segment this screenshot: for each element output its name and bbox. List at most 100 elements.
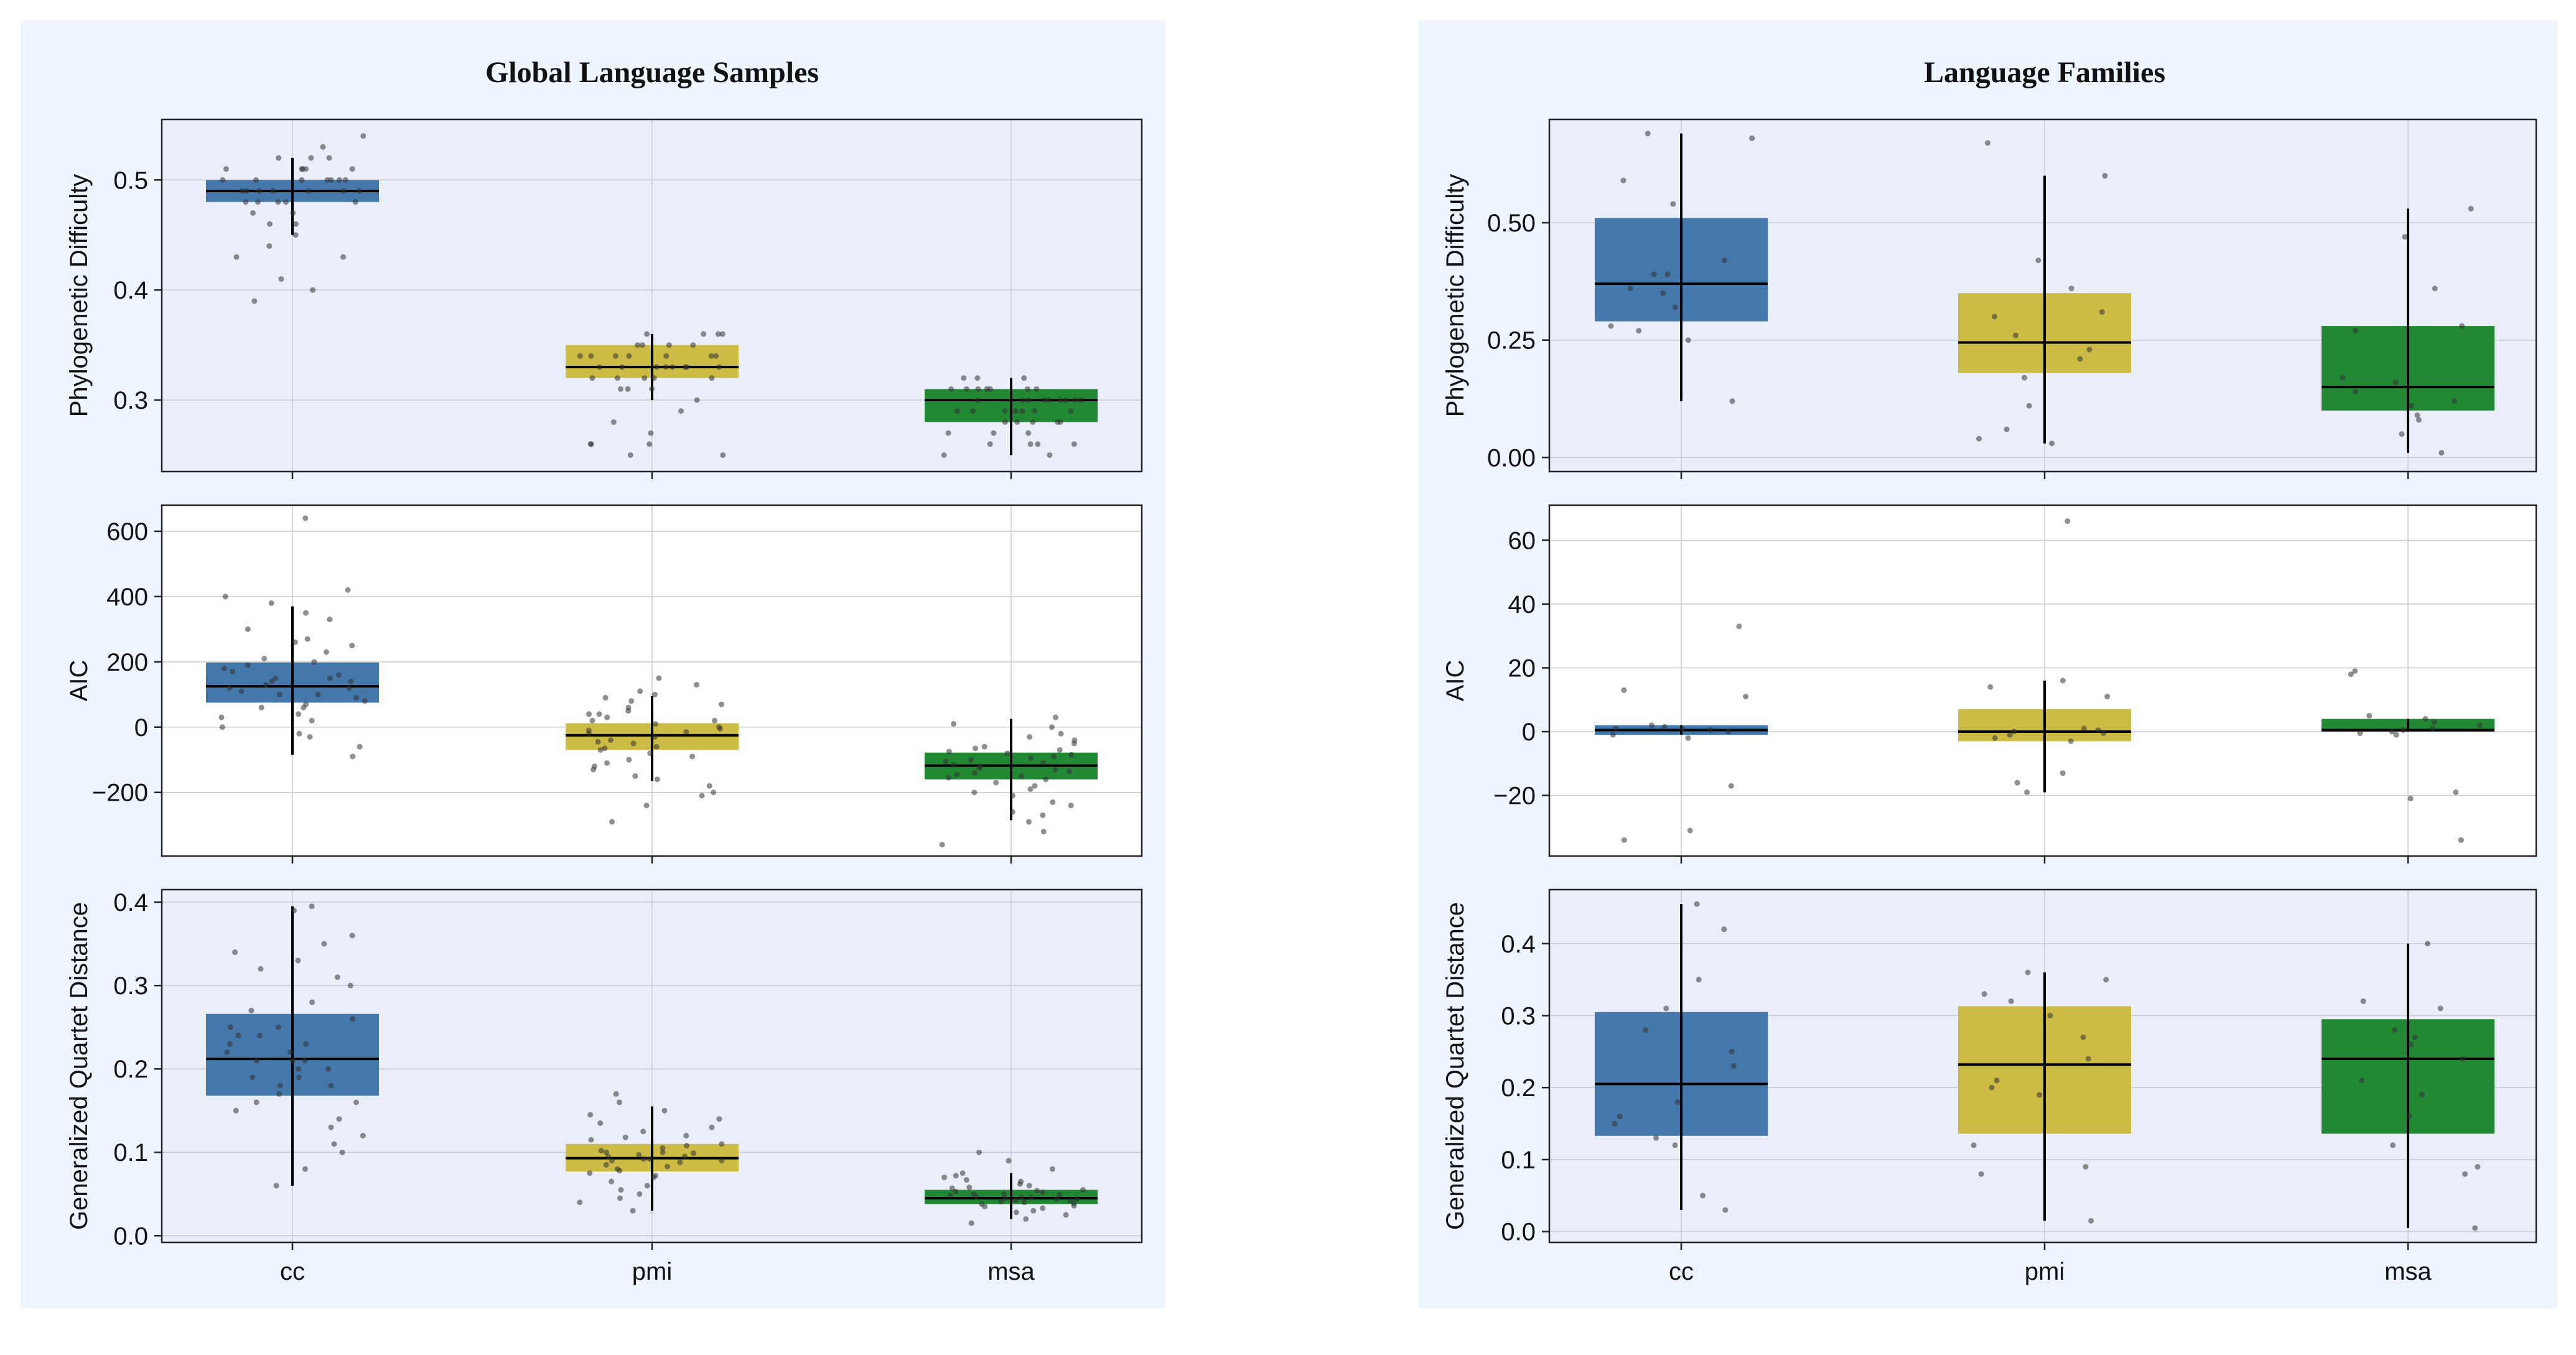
- data-point: [2047, 1013, 2053, 1018]
- data-point: [617, 1168, 623, 1174]
- data-point: [2399, 431, 2405, 437]
- data-point: [595, 738, 601, 745]
- subplot-1-1: −20 0 20 40 60 AIC: [1442, 504, 2537, 864]
- data-point: [609, 819, 615, 825]
- data-point: [1670, 201, 1676, 207]
- data-point: [1971, 1142, 1977, 1148]
- data-point: [299, 177, 305, 183]
- data-point: [596, 711, 602, 717]
- data-point: [1025, 386, 1031, 392]
- data-point: [349, 933, 355, 939]
- data-point: [2400, 727, 2406, 733]
- data-point: [588, 1137, 594, 1143]
- data-point: [716, 1116, 722, 1122]
- data-point: [626, 353, 632, 359]
- data-point: [360, 133, 366, 139]
- data-point: [2011, 729, 2017, 735]
- data-point: [2101, 730, 2107, 737]
- data-point: [651, 375, 657, 381]
- data-point: [587, 1170, 593, 1176]
- data-point: [275, 199, 281, 205]
- y-tick-label: −20: [1493, 783, 1536, 810]
- data-point: [602, 745, 608, 752]
- data-point: [307, 734, 313, 740]
- data-point: [2068, 286, 2074, 292]
- data-point: [2408, 1041, 2414, 1048]
- data-point: [716, 364, 722, 370]
- data-point: [1621, 837, 1627, 843]
- data-point: [276, 155, 282, 161]
- data-point: [1004, 750, 1010, 757]
- data-point: [2348, 671, 2354, 678]
- data-point: [1040, 812, 1046, 818]
- data-point: [712, 717, 718, 724]
- data-point: [947, 1193, 953, 1199]
- data-point: [682, 364, 688, 370]
- data-point: [642, 375, 648, 381]
- data-point: [951, 761, 957, 768]
- data-point: [1027, 786, 1034, 792]
- y-axis-label: AIC: [65, 660, 93, 702]
- data-point: [1068, 408, 1074, 414]
- data-point: [946, 748, 952, 755]
- subplot-0-2: 0.0 0.1 0.2 0.3 0.4 cc pmi msa Generalized Quart…: [65, 888, 1143, 1285]
- data-point: [1025, 430, 1032, 436]
- data-point: [302, 610, 309, 616]
- data-point: [690, 342, 696, 348]
- data-point: [1707, 727, 1714, 733]
- data-point: [1012, 1197, 1019, 1203]
- data-point: [639, 342, 645, 348]
- data-point: [622, 1134, 628, 1140]
- data-point: [345, 587, 351, 593]
- data-point: [656, 675, 662, 681]
- y-axis-label: Phylogenetic Difficulty: [1442, 174, 1469, 417]
- data-point: [1050, 799, 1056, 805]
- data-point: [243, 199, 249, 205]
- data-point: [1021, 375, 1027, 381]
- y-tick-label: 20: [1508, 654, 1536, 682]
- data-point: [2407, 796, 2414, 802]
- x-tick-label: cc: [1669, 1258, 1694, 1285]
- data-point: [224, 1049, 230, 1055]
- data-point: [1051, 753, 1057, 760]
- y-axis-label: Phylogenetic Difficulty: [65, 174, 93, 417]
- data-point: [2438, 450, 2445, 456]
- data-point: [949, 1185, 955, 1191]
- data-point: [1685, 337, 1691, 343]
- data-point: [2458, 837, 2464, 843]
- data-point: [227, 1024, 233, 1030]
- y-tick-label: 0.2: [1501, 1074, 1536, 1102]
- data-point: [2035, 257, 2042, 263]
- data-point: [2414, 412, 2420, 418]
- data-point: [278, 276, 284, 282]
- data-point: [640, 1156, 646, 1162]
- data-point: [1672, 1142, 1678, 1148]
- data-point: [230, 669, 236, 675]
- data-point: [303, 1041, 309, 1047]
- data-point: [666, 342, 672, 348]
- data-point: [644, 331, 650, 337]
- data-point: [699, 793, 705, 799]
- data-point: [292, 232, 299, 238]
- data-point: [2340, 375, 2346, 381]
- data-point: [1002, 419, 1008, 425]
- data-point: [309, 717, 315, 724]
- data-point: [331, 1141, 337, 1147]
- data-point: [1663, 1005, 1669, 1012]
- data-point: [1021, 1199, 1027, 1206]
- data-point: [219, 724, 225, 730]
- data-point: [640, 1129, 646, 1135]
- data-point: [239, 188, 245, 194]
- data-point: [1006, 1158, 1012, 1164]
- data-point: [683, 729, 689, 735]
- data-point: [2095, 727, 2101, 733]
- data-point: [1985, 140, 1991, 146]
- data-point: [973, 1193, 979, 1199]
- subplot-1-0: 0.00 0.25 0.50 Phylogenetic Difficulty: [1442, 118, 2537, 479]
- data-point: [948, 386, 954, 392]
- data-point: [975, 386, 981, 392]
- data-point: [1729, 1048, 1735, 1055]
- data-point: [2359, 1078, 2365, 1084]
- data-point: [653, 364, 660, 370]
